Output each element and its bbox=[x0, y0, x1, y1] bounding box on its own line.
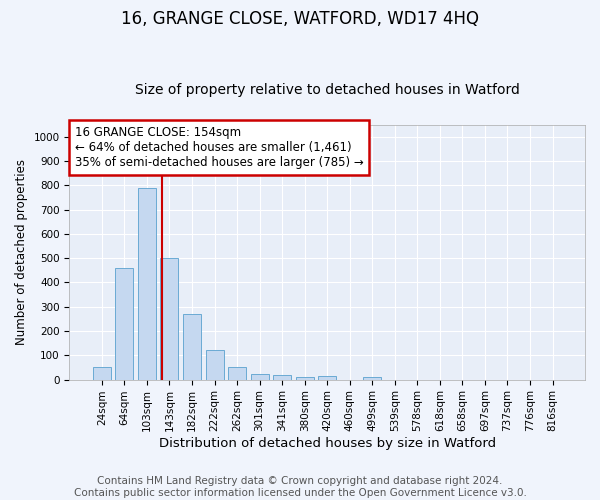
Bar bbox=[115, 268, 133, 380]
Bar bbox=[363, 377, 381, 380]
Bar bbox=[296, 376, 314, 380]
Title: Size of property relative to detached houses in Watford: Size of property relative to detached ho… bbox=[135, 83, 520, 97]
Text: 16 GRANGE CLOSE: 154sqm
← 64% of detached houses are smaller (1,461)
35% of semi: 16 GRANGE CLOSE: 154sqm ← 64% of detache… bbox=[74, 126, 364, 169]
Text: Contains HM Land Registry data © Crown copyright and database right 2024.
Contai: Contains HM Land Registry data © Crown c… bbox=[74, 476, 526, 498]
Bar bbox=[251, 374, 269, 380]
Bar bbox=[273, 375, 291, 380]
Bar bbox=[160, 258, 178, 380]
Bar bbox=[318, 376, 336, 380]
Bar bbox=[138, 188, 156, 380]
Bar bbox=[228, 367, 246, 380]
X-axis label: Distribution of detached houses by size in Watford: Distribution of detached houses by size … bbox=[158, 437, 496, 450]
Bar bbox=[93, 368, 111, 380]
Bar bbox=[206, 350, 224, 380]
Text: 16, GRANGE CLOSE, WATFORD, WD17 4HQ: 16, GRANGE CLOSE, WATFORD, WD17 4HQ bbox=[121, 10, 479, 28]
Y-axis label: Number of detached properties: Number of detached properties bbox=[15, 159, 28, 345]
Bar bbox=[183, 314, 201, 380]
